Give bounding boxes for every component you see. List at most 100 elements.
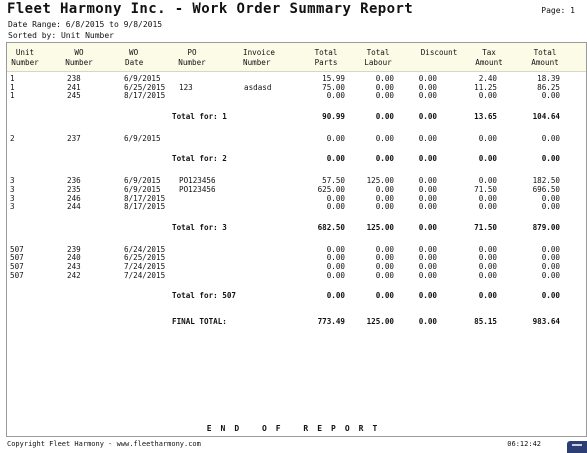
header-total-amount: Total Amount: [531, 48, 559, 67]
cell-wo-number: 235: [67, 185, 81, 194]
header-total-labour: Total Labour: [364, 48, 392, 67]
discount: 0.00: [418, 291, 437, 301]
cell-wo-date: 6/24/2015: [124, 244, 166, 254]
final-total-parts: 773.49: [317, 317, 345, 327]
subtotal-row: Total for: 2 0.00 0.00 0.00 0.00 0.00: [7, 154, 586, 164]
cell-wo-date: 8/17/2015: [124, 91, 166, 101]
cell-total-amount: 0.00: [541, 270, 560, 280]
cell-tax: 0.00: [478, 262, 497, 271]
header-wo-number: WO Number: [65, 48, 93, 67]
tax: 13.65: [474, 111, 497, 121]
cell-wo-number: 239: [67, 244, 81, 254]
cell-total-parts: 0.00: [326, 202, 345, 212]
final-tax: 85.15: [474, 317, 497, 327]
cell-discount: 0.00: [418, 253, 437, 263]
discount: 0.00: [418, 154, 437, 164]
cell-po-number: 123: [179, 82, 193, 92]
cell-total-labour: 0.00: [375, 262, 394, 271]
cell-wo-number: 243: [67, 262, 81, 271]
cell-total-labour: 0.00: [375, 202, 394, 212]
total-parts: 0.00: [326, 154, 345, 164]
cell-total-parts: 0.00: [326, 91, 345, 101]
cell-total-amount: 86.25: [537, 82, 560, 92]
cell-wo-date: 6/9/2015: [124, 176, 161, 186]
cell-wo-date: 8/17/2015: [124, 202, 166, 212]
table-row: 507 243 7/24/2015 0.00 0.00 0.00 0.00 0.00: [7, 262, 586, 272]
cell-wo-date: 8/17/2015: [124, 193, 166, 203]
final-total-labour: 125.00: [366, 317, 394, 327]
cell-total-labour: 0.00: [375, 82, 394, 92]
page-number: Page: 1: [541, 6, 575, 15]
cell-tax: 0.00: [478, 133, 497, 143]
cell-wo-number: 246: [67, 193, 81, 203]
total-amount: 879.00: [532, 222, 560, 232]
cell-wo-number: 237: [67, 133, 81, 143]
cell-total-parts: 0.00: [326, 262, 345, 271]
cell-total-amount: 696.50: [532, 185, 560, 194]
subtotal-row: Total for: 1 90.99 0.00 0.00 13.65 104.64: [7, 112, 586, 122]
table-row: 1 238 6/9/2015 15.99 0.00 0.00 2.40 18.39: [7, 74, 586, 84]
cell-wo-date: 6/9/2015: [124, 133, 161, 143]
cell-total-parts: 75.00: [322, 82, 345, 92]
cell-unit: 507: [10, 270, 24, 280]
cell-tax: 2.40: [478, 74, 497, 83]
total-labour: 0.00: [375, 154, 394, 164]
cell-unit: 3: [10, 193, 15, 203]
cell-wo-number: 245: [67, 91, 81, 101]
cell-total-labour: 0.00: [375, 193, 394, 203]
table-row: 3 236 6/9/2015 PO123456 57.50 125.00 0.00 0.00 1…: [7, 176, 586, 186]
cell-unit: 1: [10, 82, 15, 92]
cell-total-labour: 125.00: [366, 176, 394, 186]
cell-tax: 0.00: [478, 244, 497, 254]
table-row: 507 242 7/24/2015 0.00 0.00 0.00 0.00 0.00: [7, 271, 586, 281]
table-row: 3 235 6/9/2015 PO123456 625.00 0.00 0.00 71.50 6…: [7, 185, 586, 195]
cell-discount: 0.00: [418, 244, 437, 254]
cell-total-parts: 0.00: [326, 193, 345, 203]
table-row: 2 237 6/9/2015 0.00 0.00 0.00 0.00 0.00: [7, 134, 586, 144]
header-wo-date: WO Date: [125, 48, 144, 67]
cell-discount: 0.00: [418, 176, 437, 186]
cell-tax: 0.00: [478, 202, 497, 212]
cell-wo-number: 238: [67, 74, 81, 83]
final-total-label: FINAL TOTAL:: [172, 317, 227, 327]
cell-po-number: PO123456: [179, 176, 216, 186]
cell-wo-number: 244: [67, 202, 81, 212]
cell-discount: 0.00: [418, 82, 437, 92]
header-invoice-number: Invoice Number: [243, 48, 276, 67]
cell-po-number: PO123456: [179, 185, 216, 194]
total-parts: 90.99: [322, 111, 345, 121]
total-label: Total for: 507: [172, 291, 237, 301]
cell-unit: 1: [10, 91, 15, 101]
cell-wo-number: 236: [67, 176, 81, 186]
table-row: 1 245 8/17/2015 0.00 0.00 0.00 0.00 0.00: [7, 91, 586, 101]
total-label: Total for: 2: [172, 154, 227, 164]
cell-wo-date: 6/25/2015: [124, 253, 166, 263]
cell-wo-date: 7/24/2015: [124, 270, 166, 280]
cell-tax: 11.25: [474, 82, 497, 92]
cell-total-labour: 0.00: [375, 133, 394, 143]
cell-discount: 0.00: [418, 133, 437, 143]
cell-total-amount: 0.00: [541, 193, 560, 203]
final-discount: 0.00: [418, 317, 437, 327]
cell-total-amount: 182.50: [532, 176, 560, 186]
column-header-band: Unit Number WO Number WO Date PO Number Invo…: [7, 43, 586, 72]
cell-total-amount: 0.00: [541, 91, 560, 101]
total-amount: 104.64: [532, 111, 560, 121]
menu-icon: [572, 444, 582, 446]
tax: 0.00: [478, 291, 497, 301]
cell-unit: 2: [10, 133, 15, 143]
cell-total-labour: 0.00: [375, 244, 394, 254]
discount: 0.00: [418, 111, 437, 121]
table-row: 507 239 6/24/2015 0.00 0.00 0.00 0.00 0.00: [7, 245, 586, 255]
table-row: 3 246 8/17/2015 0.00 0.00 0.00 0.00 0.00: [7, 194, 586, 204]
window-tab-button[interactable]: [567, 441, 587, 453]
cell-wo-number: 240: [67, 253, 81, 263]
cell-unit: 3: [10, 176, 15, 186]
cell-unit: 507: [10, 244, 24, 254]
total-labour: 0.00: [375, 291, 394, 301]
cell-total-parts: 57.50: [322, 176, 345, 186]
cell-total-labour: 0.00: [375, 253, 394, 263]
cell-unit: 507: [10, 253, 24, 263]
final-total-row: FINAL TOTAL: 773.49 125.00 0.00 85.15 983.64: [7, 317, 586, 327]
date-range: Date Range: 6/8/2015 to 9/8/2015: [8, 20, 163, 29]
